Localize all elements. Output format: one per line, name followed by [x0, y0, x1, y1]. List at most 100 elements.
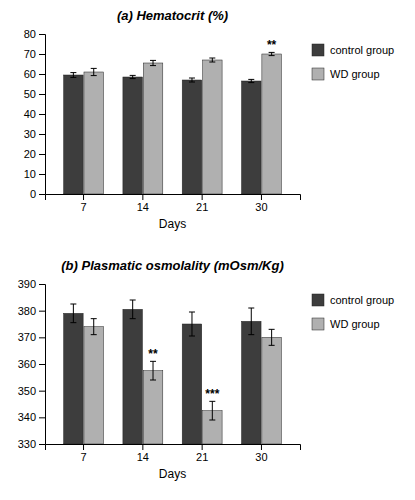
- error-bar: [209, 58, 215, 62]
- tick-label: 60: [24, 68, 36, 80]
- bar: [64, 313, 84, 444]
- tick-label: 380: [18, 305, 36, 317]
- marks: [64, 300, 282, 444]
- legend: control group WD group: [312, 294, 394, 330]
- tick: 40: [24, 108, 45, 120]
- tick-mark: [202, 444, 203, 450]
- panel: *****3303403503603703803907142130Days(b)…: [18, 258, 301, 481]
- tick-mark: [39, 174, 45, 175]
- error-bar: [248, 79, 254, 82]
- error-bar: [130, 75, 136, 78]
- bar: [64, 75, 84, 194]
- tick: 21: [196, 194, 208, 213]
- tick-mark: [39, 391, 45, 392]
- annotation: **: [267, 38, 277, 52]
- tick: 370: [18, 331, 45, 343]
- x-axis-title: Days: [159, 467, 186, 481]
- axis-line: [39, 35, 46, 195]
- tick-mark: [39, 74, 45, 75]
- tick-label: 7: [80, 451, 86, 463]
- tick-mark: [83, 194, 84, 200]
- tick: 14: [137, 444, 149, 463]
- x-axis: 7142130: [46, 194, 301, 213]
- bar: [123, 77, 143, 194]
- tick-label: 340: [18, 411, 36, 423]
- bar: [84, 72, 104, 194]
- error-bar: [91, 68, 97, 75]
- annotation: **: [148, 347, 158, 361]
- marks: [64, 52, 282, 194]
- tick-label: 30: [255, 201, 267, 213]
- x-axis: 7 14 21 30: [46, 444, 301, 463]
- legend-swatch: [312, 318, 324, 330]
- bar-series: [84, 319, 281, 444]
- legend-item: control group: [312, 294, 394, 306]
- bar-series: [64, 300, 261, 444]
- error-bar: [150, 361, 156, 380]
- legend-swatch: [312, 68, 324, 80]
- tick-mark: [39, 337, 45, 338]
- tick: 350: [18, 385, 45, 397]
- legend-label: control group: [330, 294, 394, 306]
- legend-item: WD group: [312, 68, 380, 80]
- tick: 10: [24, 168, 45, 180]
- tick-label: 80: [24, 28, 36, 40]
- tick: 380: [18, 305, 45, 317]
- tick-mark: [39, 34, 45, 35]
- tick-mark: [142, 444, 143, 450]
- bar: [182, 324, 202, 444]
- legend: control group WD group: [312, 44, 394, 80]
- tick: 30: [255, 444, 267, 463]
- x-axis-title: Days: [159, 217, 186, 231]
- tick-label: 70: [24, 48, 36, 60]
- error-bar: [70, 304, 76, 323]
- legend-label: WD group: [330, 68, 380, 80]
- tick-mark: [39, 194, 45, 195]
- bar: [123, 309, 143, 444]
- tick-label: 21: [196, 451, 208, 463]
- tick-label: 370: [18, 331, 36, 343]
- tick: 340: [18, 411, 45, 423]
- bar: [242, 81, 262, 194]
- error-bar: [189, 312, 195, 336]
- error-bar: [130, 300, 136, 319]
- axis-line: [39, 285, 46, 445]
- tick: 60: [24, 68, 45, 80]
- tick-label: 14: [137, 201, 149, 213]
- tick-mark: [39, 54, 45, 55]
- error-bar: [150, 60, 156, 65]
- error-bar: [269, 329, 275, 345]
- tick-label: 20: [24, 148, 36, 160]
- error-bar: [91, 319, 97, 335]
- tick-label: 30: [24, 128, 36, 140]
- tick: 7: [80, 444, 86, 463]
- error-bar: [209, 401, 215, 420]
- legend-label: control group: [330, 44, 394, 56]
- tick-label: 10: [24, 168, 36, 180]
- tick: 50: [24, 88, 45, 100]
- tick: 0: [30, 188, 45, 200]
- bar: [262, 54, 282, 194]
- tick-label: 30: [255, 451, 267, 463]
- title: (a) Hematocrit (%): [117, 8, 228, 23]
- bar: [262, 337, 282, 444]
- legend-item: WD group: [312, 318, 380, 330]
- y-axis: 330340350360370380390: [18, 278, 46, 450]
- panel: **010203040506070807142130Days(a) Hemato…: [24, 8, 301, 231]
- tick-label: 0: [30, 188, 36, 200]
- axis-line: [46, 445, 301, 451]
- error-bar: [269, 52, 275, 55]
- tick: 21: [196, 444, 208, 463]
- tick-mark: [261, 444, 262, 450]
- axis-line: [46, 195, 301, 201]
- bar: [143, 63, 163, 194]
- error-bar: [70, 73, 76, 78]
- tick-label: 350: [18, 385, 36, 397]
- bar: [182, 80, 202, 194]
- bar-series: [84, 52, 281, 194]
- legend-swatch: [312, 44, 324, 56]
- tick-mark: [39, 417, 45, 418]
- tick-mark: [39, 444, 45, 445]
- tick: 70: [24, 48, 45, 60]
- tick: 390: [18, 278, 45, 290]
